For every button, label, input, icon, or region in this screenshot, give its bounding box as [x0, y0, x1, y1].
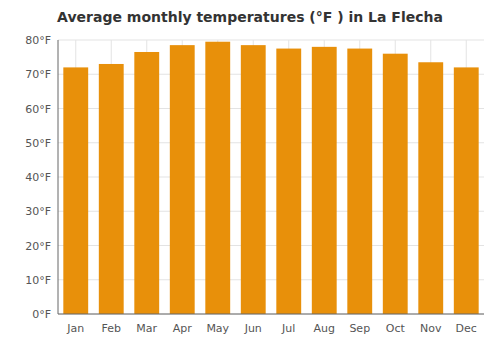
bar [454, 67, 479, 314]
x-tick-label: Oct [386, 322, 406, 335]
y-tick-label: 40°F [25, 171, 51, 184]
x-tick-label: May [206, 322, 229, 335]
x-tick-label: Sep [349, 322, 370, 335]
y-axis-line [58, 40, 59, 314]
grid-line [58, 40, 484, 41]
bar [347, 49, 372, 314]
x-tick-label: Apr [173, 322, 193, 335]
x-tick-label: Jul [281, 322, 295, 335]
y-tick-label: 80°F [25, 34, 51, 47]
chart-container: Average monthly temperatures (°F ) in La… [0, 0, 500, 350]
chart: Average monthly temperatures (°F ) in La… [0, 0, 500, 350]
y-tick-label: 70°F [25, 68, 51, 81]
bar [63, 67, 88, 314]
x-tick-label: Aug [314, 322, 335, 335]
title: Average monthly temperatures (°F ) in La… [57, 9, 443, 25]
y-tick-label: 30°F [25, 205, 51, 218]
x-axis-line [58, 314, 484, 315]
y-tick-label: 10°F [25, 274, 51, 287]
x-tick-label: Jun [244, 322, 262, 335]
y-tick-label: 50°F [25, 137, 51, 150]
bar [134, 52, 159, 314]
x-tick-label: Jan [66, 322, 84, 335]
y-tick-label: 60°F [25, 103, 51, 116]
x-tick-label: Feb [102, 322, 121, 335]
bar [383, 54, 408, 314]
bar [312, 47, 337, 314]
x-tick-label: Mar [136, 322, 157, 335]
x-tick-label: Dec [456, 322, 477, 335]
grid-line [58, 314, 484, 315]
bar [205, 42, 230, 314]
bar [170, 45, 195, 314]
bar [241, 45, 266, 314]
bar [418, 62, 443, 314]
grid [58, 40, 484, 314]
bar [276, 49, 301, 314]
y-tick-label: 20°F [25, 240, 51, 253]
x-tick-label: Nov [420, 322, 442, 335]
y-tick-label: 0°F [32, 308, 51, 321]
bars [63, 42, 478, 314]
bar [99, 64, 124, 314]
